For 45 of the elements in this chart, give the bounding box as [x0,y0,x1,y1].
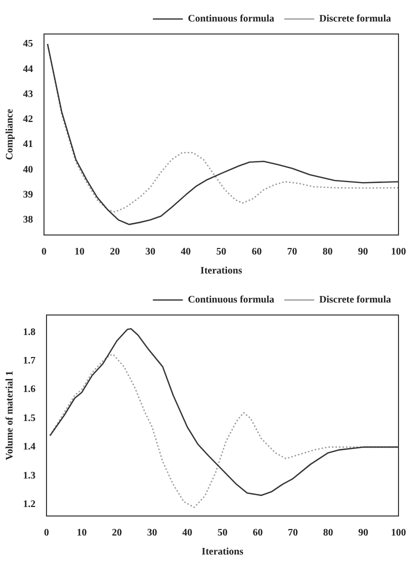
y-tick-label: 1.3 [23,470,36,482]
x-tick-label: 90 [358,246,368,258]
y-axis-title: Volume of material 1 [4,370,16,460]
legend-label: Continuous formula [188,294,274,306]
x-tick-label: 30 [147,528,158,539]
y-tick-label: 44 [23,64,33,75]
x-tick-label: 60 [252,528,263,539]
x-tick-label: 20 [110,246,120,258]
x-tick-label: 80 [323,528,334,539]
y-tick-label: 1.7 [23,356,36,367]
x-tick-label: 50 [216,246,226,258]
x-tick-label: 100 [391,528,406,539]
x-tick-label: 0 [44,528,49,539]
y-tick-label: 41 [23,139,33,150]
x-tick-label: 60 [252,246,262,258]
x-tick-label: 0 [42,246,46,258]
y-tick-label: 43 [23,88,33,100]
y-axis-title: Compliance [4,108,16,160]
x-tick-label: 80 [322,246,333,258]
x-tick-label: 20 [112,528,122,539]
x-tick-label: 70 [287,246,298,258]
x-tick-label: 10 [74,246,84,258]
y-tick-label: 40 [23,164,33,176]
legend-label: Discrete formula [319,14,391,25]
y-tick-label: 1.4 [23,442,36,453]
x-axis-title: Iterations [202,546,244,558]
x-tick-label: 100 [391,246,406,258]
x-tick-label: 90 [358,528,368,539]
y-tick-label: 39 [23,189,33,200]
x-tick-label: 40 [180,246,191,258]
y-tick-label: 1.6 [23,384,36,396]
y-tick-label: 1.5 [23,412,36,424]
y-tick-label: 42 [23,114,33,126]
x-axis-title: Iterations [200,266,242,277]
x-tick-label: 30 [145,246,156,258]
y-tick-label: 1.8 [23,326,36,338]
legend-label: Discrete formula [319,294,391,306]
legend-label: Continuous formula [188,14,274,25]
y-tick-label: 1.2 [23,499,36,510]
x-tick-label: 50 [218,528,228,539]
x-tick-label: 70 [288,528,298,539]
y-tick-label: 45 [23,38,33,50]
y-tick-label: 38 [23,214,33,226]
x-tick-label: 40 [182,528,192,539]
x-tick-label: 10 [76,528,87,539]
